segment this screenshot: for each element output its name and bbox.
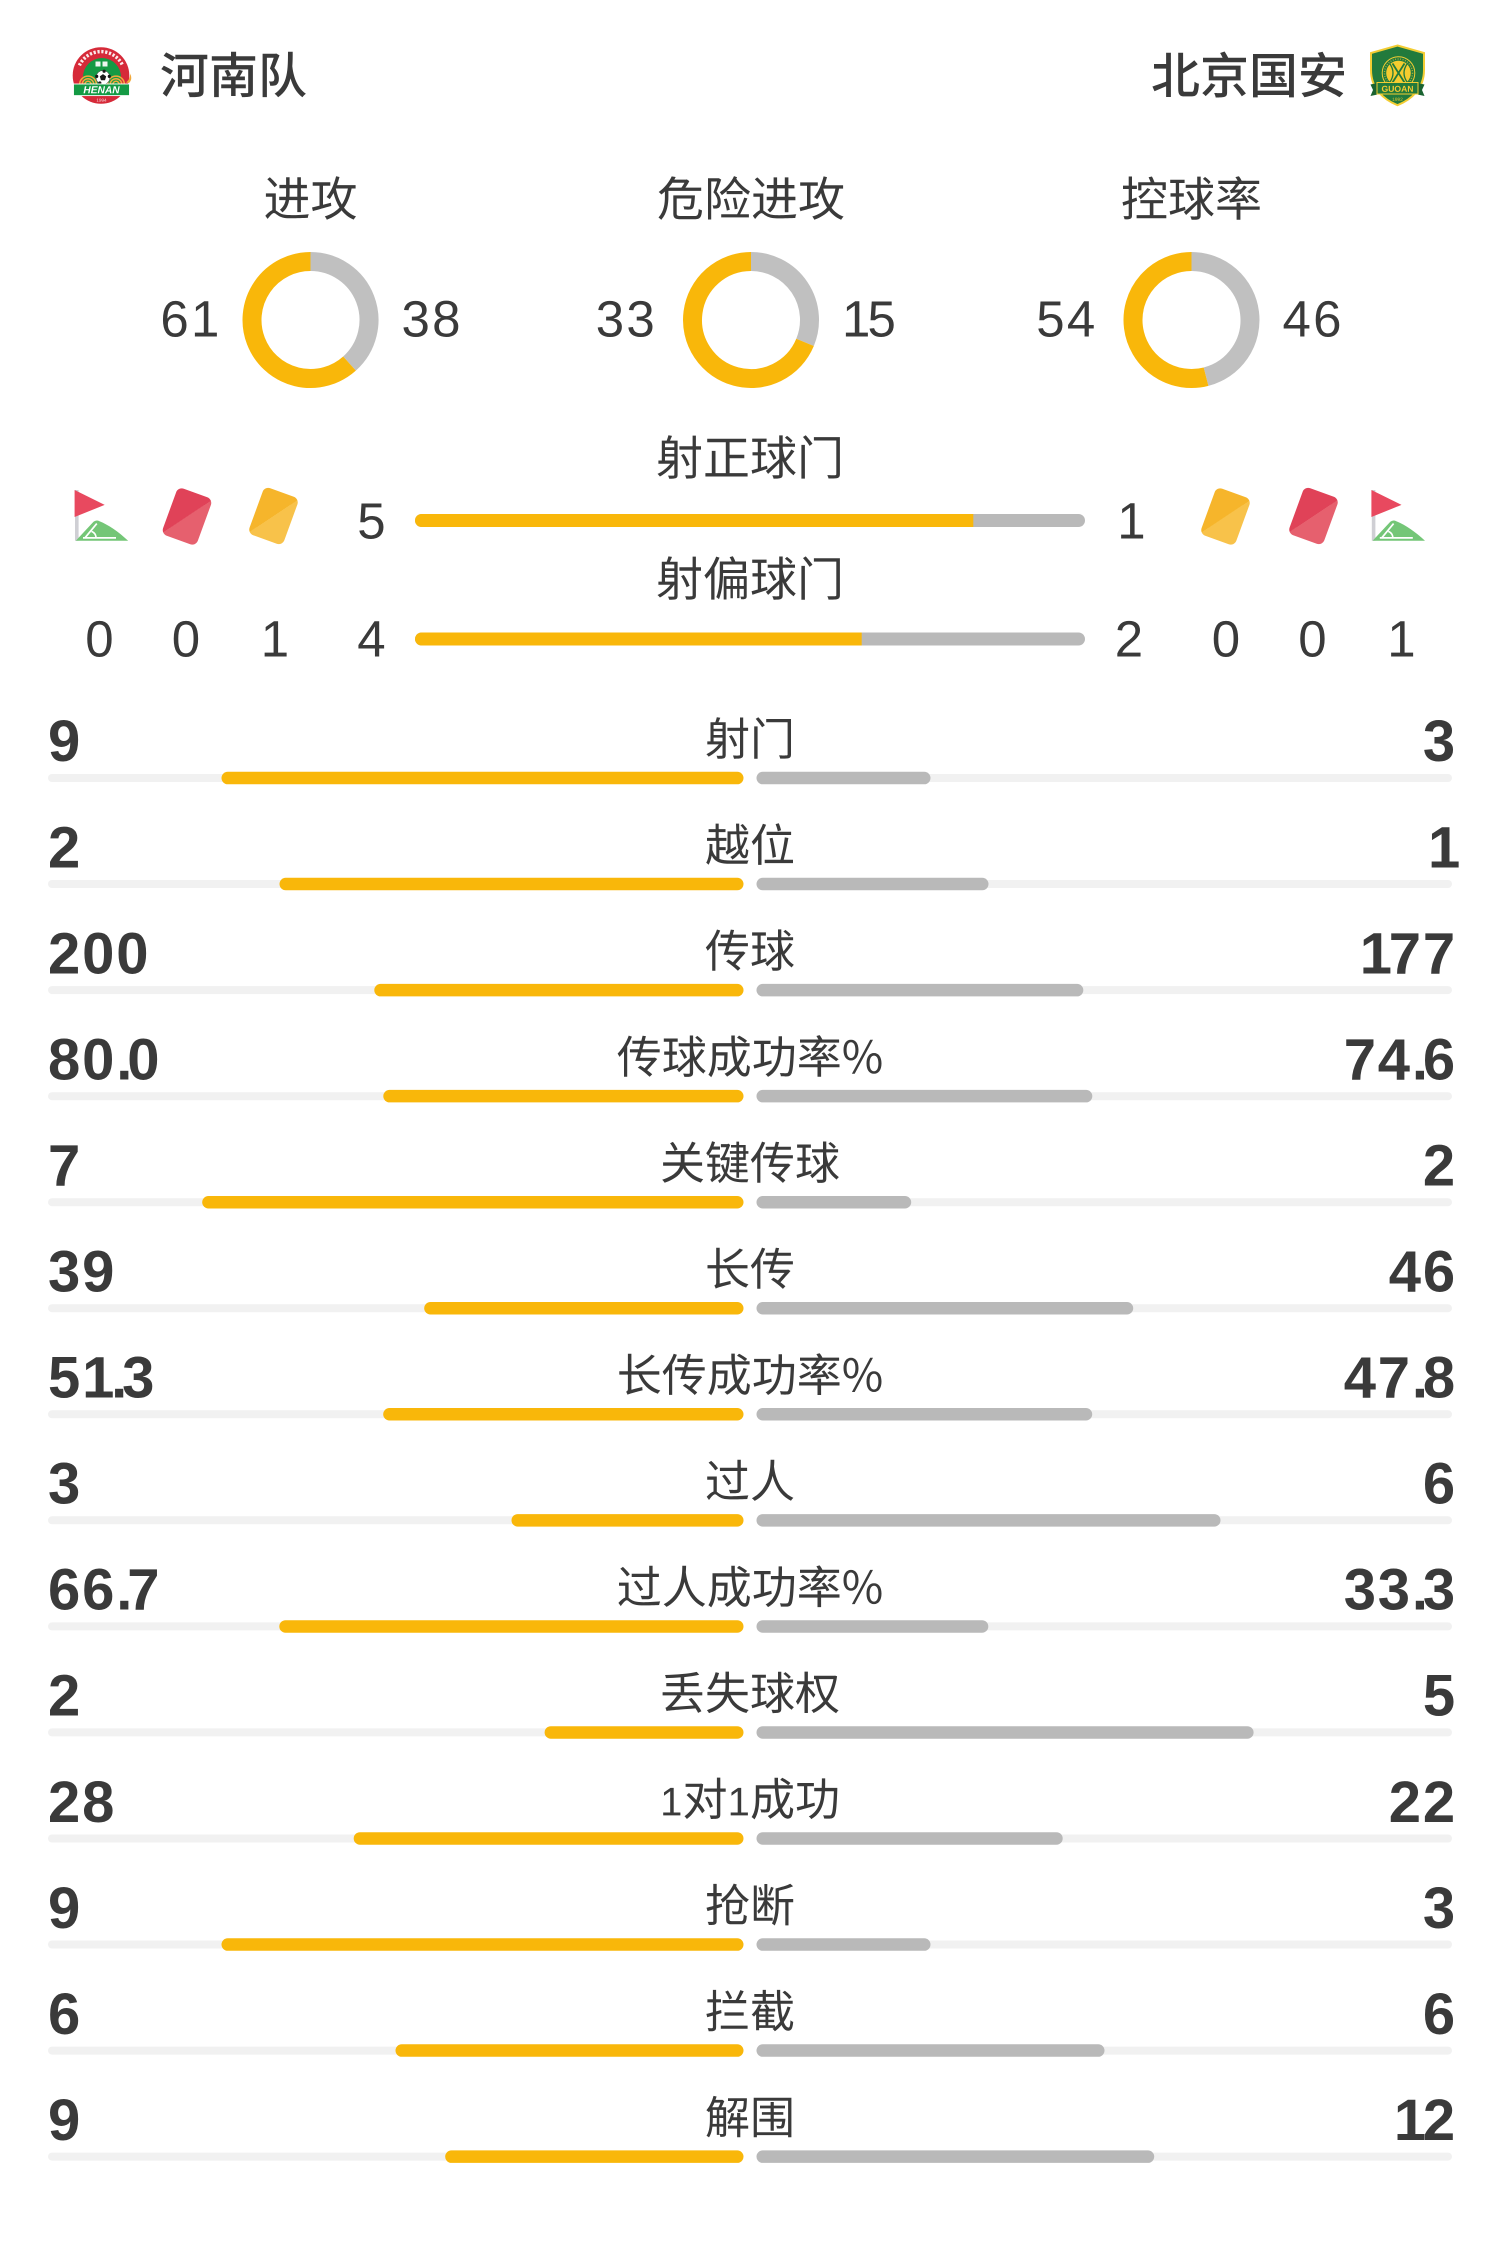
svg-text:51.3: 51.3 [48,1346,154,1411]
svg-text:2: 2 [48,815,80,880]
svg-text:39: 39 [48,1240,114,1305]
svg-text:9: 9 [48,2088,80,2153]
svg-text:1: 1 [1117,492,1145,549]
svg-text:5: 5 [1423,1664,1455,1729]
svg-text:9: 9 [48,1876,80,1941]
svg-text:1: 1 [261,610,289,667]
svg-text:7: 7 [48,1134,80,1199]
svg-text:2: 2 [1115,610,1143,667]
svg-text:1: 1 [1387,610,1415,667]
svg-text:3: 3 [48,1452,80,1517]
svg-text:22: 22 [1389,1770,1455,1835]
svg-text:6: 6 [1423,1452,1455,1517]
svg-text:6: 6 [48,1982,80,2047]
svg-text:28: 28 [48,1770,114,1835]
svg-text:80.0: 80.0 [48,1027,159,1092]
svg-text:74.6: 74.6 [1344,1027,1455,1092]
svg-text:46: 46 [1389,1240,1455,1305]
svg-text:0: 0 [1298,610,1326,667]
svg-text:3: 3 [1423,1876,1455,1941]
svg-text:2: 2 [1423,1134,1455,1199]
svg-text:9: 9 [48,709,80,774]
svg-text:47.8: 47.8 [1344,1346,1455,1411]
svg-text:0: 0 [1212,610,1240,667]
svg-text:15: 15 [842,290,896,347]
svg-text:177: 177 [1360,921,1455,986]
svg-text:0: 0 [172,610,200,667]
svg-text:33.3: 33.3 [1344,1558,1455,1623]
svg-text:1: 1 [1428,815,1460,880]
svg-text:5: 5 [357,492,385,549]
svg-text:0: 0 [85,610,113,667]
svg-text:200: 200 [48,921,148,986]
svg-text:6: 6 [1423,1982,1455,2047]
svg-text:2: 2 [48,1664,80,1729]
svg-text:4: 4 [357,610,385,667]
svg-text:3: 3 [1423,709,1455,774]
svg-text:66.7: 66.7 [48,1558,159,1623]
svg-text:12: 12 [1394,2088,1455,2153]
